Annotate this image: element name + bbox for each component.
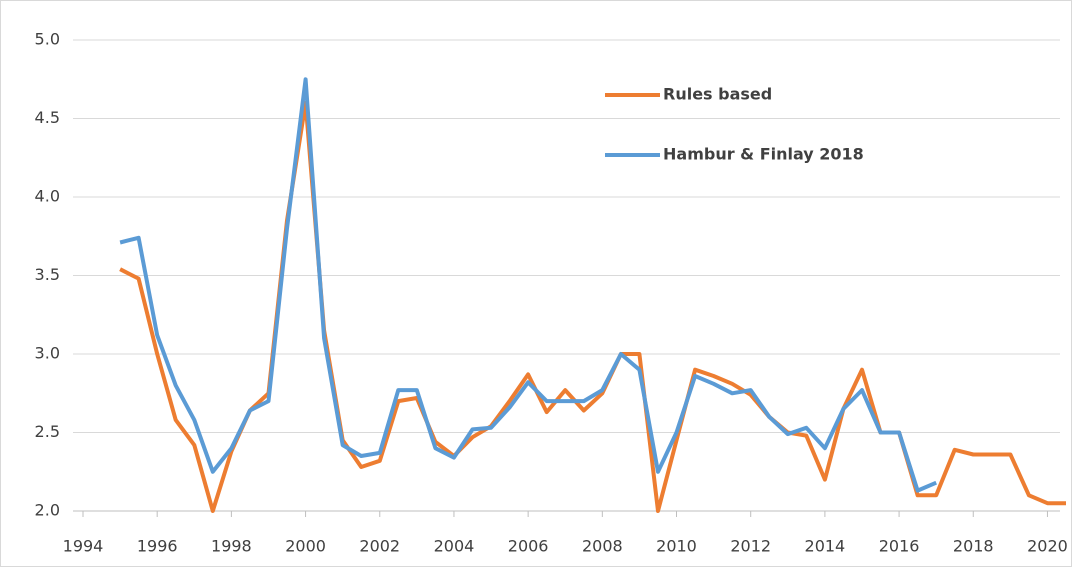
x-tick-label: 2018: [953, 537, 994, 556]
legend-label: Rules based: [663, 85, 772, 104]
x-tick-label: 1998: [211, 537, 252, 556]
x-tick-label: 2020: [1027, 537, 1068, 556]
x-tick-label: 2008: [582, 537, 623, 556]
y-tick-label: 5.0: [35, 30, 60, 49]
x-tick-label: 2016: [879, 537, 920, 556]
x-tick-label: 2010: [656, 537, 697, 556]
x-tick-label: 1994: [63, 537, 104, 556]
y-tick-label: 4.0: [35, 187, 60, 206]
y-tick-label: 2.5: [35, 422, 60, 441]
y-tick-label: 3.5: [35, 265, 60, 284]
y-tick-label: 4.5: [35, 108, 60, 127]
x-tick-label: 2014: [805, 537, 846, 556]
series-line: [119, 77, 937, 493]
x-tick-label: 2004: [434, 537, 475, 556]
legend-label: Hambur & Finlay 2018: [663, 145, 864, 164]
x-tick-label: 1996: [137, 537, 178, 556]
x-tick-label: 2000: [285, 537, 326, 556]
x-tick-label: 2006: [508, 537, 549, 556]
y-tick-label: 2.0: [35, 501, 60, 520]
x-tick-label: 2012: [730, 537, 771, 556]
x-tick-label: 2002: [359, 537, 400, 556]
y-tick-label: 3.0: [35, 344, 60, 363]
